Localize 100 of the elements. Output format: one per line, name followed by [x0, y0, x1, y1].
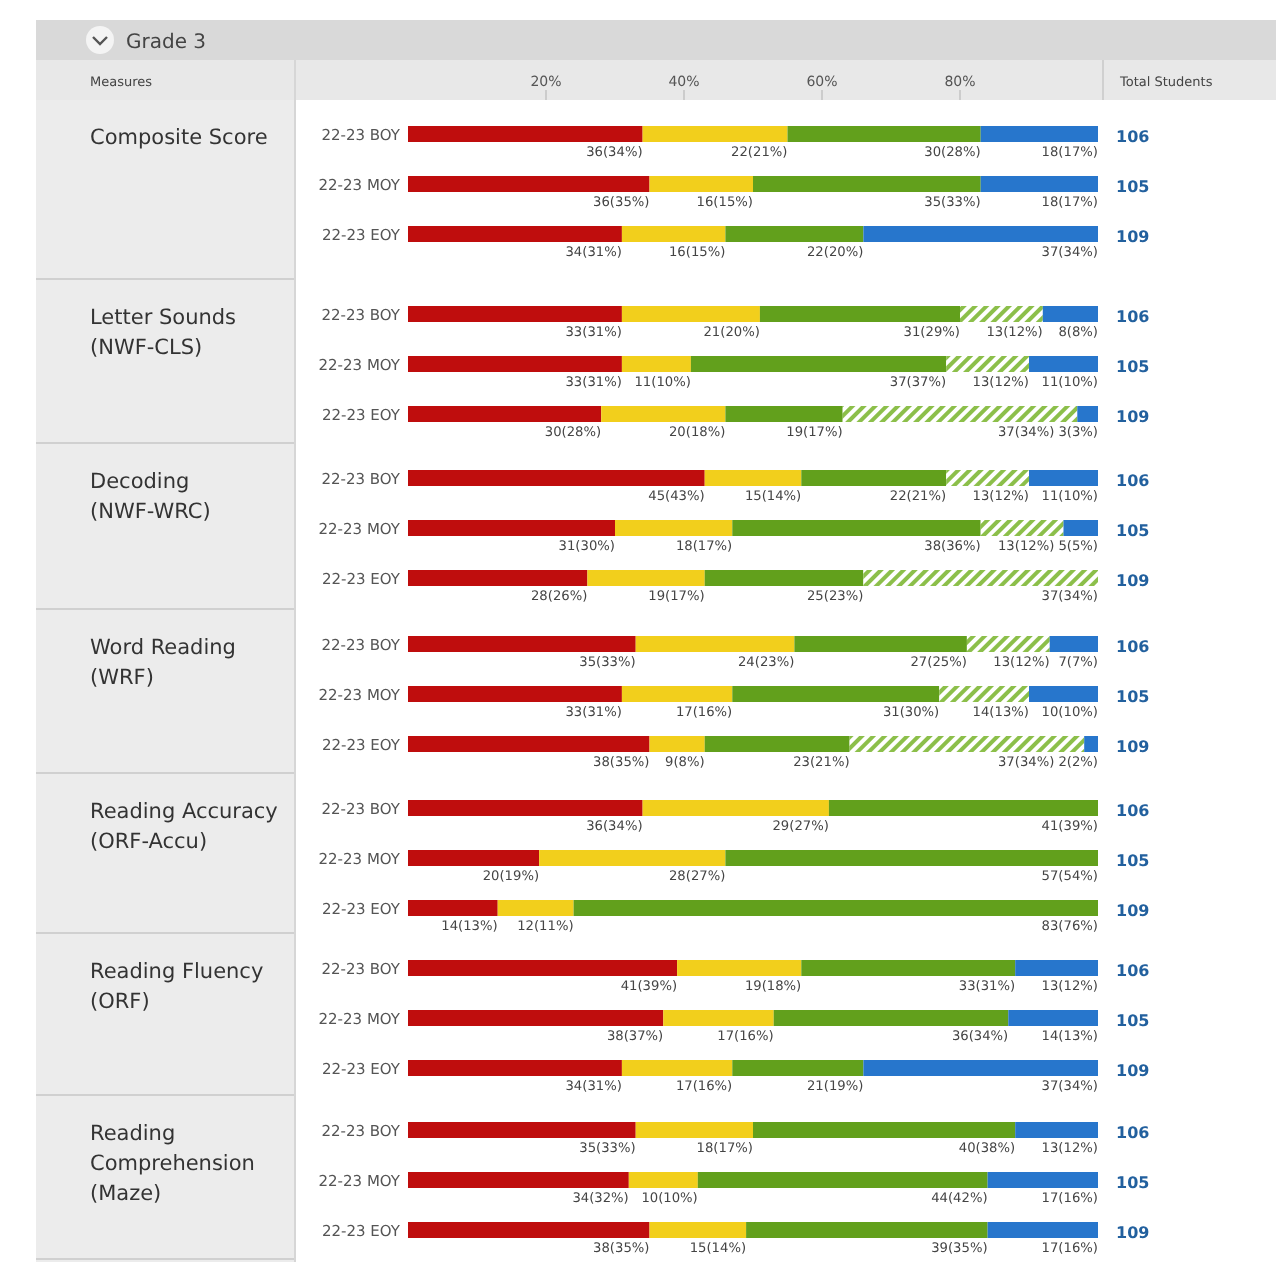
bar — [966, 636, 1050, 652]
bar — [408, 736, 650, 752]
bar — [725, 406, 843, 422]
text: Composite Score — [90, 126, 268, 150]
bar — [649, 176, 753, 192]
bar — [732, 686, 940, 702]
bar — [408, 406, 602, 422]
bar — [946, 356, 1029, 372]
bar — [587, 570, 705, 586]
text: 109 — [1116, 572, 1151, 590]
text: 105 — [1116, 852, 1151, 870]
bar — [794, 636, 967, 652]
bar — [573, 900, 1098, 916]
bar — [649, 1222, 747, 1238]
bar — [408, 960, 678, 976]
bar — [704, 570, 864, 586]
bar — [408, 520, 615, 536]
bar — [642, 126, 788, 142]
bar — [828, 800, 1098, 816]
text: 106 — [1116, 802, 1151, 820]
text: 106 — [1116, 962, 1151, 980]
text: 109 — [1116, 738, 1151, 756]
bar — [725, 226, 864, 242]
bar — [408, 306, 622, 322]
bar — [408, 686, 622, 702]
bar — [408, 570, 588, 586]
bar — [704, 470, 802, 486]
text: 106 — [1116, 472, 1151, 490]
bar — [863, 1060, 1098, 1076]
bar — [1029, 686, 1098, 702]
text: Grade 3 — [126, 32, 207, 54]
bar — [408, 226, 622, 242]
bar — [704, 736, 850, 752]
bar — [980, 176, 1098, 192]
bar — [408, 470, 705, 486]
text: Reading Comprehension (Maze) — [90, 1122, 255, 1206]
bar — [960, 306, 1043, 322]
bar — [849, 736, 1085, 752]
bar — [787, 126, 981, 142]
bar — [408, 900, 498, 916]
text: 105 — [1116, 522, 1151, 540]
bar — [408, 1222, 650, 1238]
bar — [497, 900, 574, 916]
bar — [725, 850, 1098, 866]
bar — [1008, 1010, 1098, 1026]
bar — [642, 800, 829, 816]
bar — [801, 470, 947, 486]
bar — [408, 1122, 636, 1138]
bar — [980, 126, 1098, 142]
bar — [621, 1060, 733, 1076]
text: 109 — [1116, 228, 1151, 246]
bar — [408, 176, 650, 192]
bar — [1029, 470, 1098, 486]
bar — [677, 960, 802, 976]
bar — [759, 306, 960, 322]
bar — [628, 1172, 698, 1188]
bar — [987, 1172, 1098, 1188]
bar — [1049, 636, 1098, 652]
bar — [1015, 960, 1098, 976]
bar — [635, 636, 795, 652]
bar — [408, 1172, 629, 1188]
text: 105 — [1116, 688, 1151, 706]
text: 109 — [1116, 902, 1151, 920]
text: Reading Fluency (ORF) — [90, 960, 264, 1014]
bar — [621, 356, 691, 372]
bar — [746, 1222, 988, 1238]
bar — [697, 1172, 988, 1188]
bar — [842, 406, 1078, 422]
bar — [408, 636, 636, 652]
bar — [863, 226, 1098, 242]
bar — [939, 686, 1029, 702]
bar — [601, 406, 726, 422]
bar — [1042, 306, 1098, 322]
bar — [649, 736, 705, 752]
text: 105 — [1116, 1012, 1151, 1030]
text: 109 — [1116, 1062, 1151, 1080]
bar — [408, 126, 643, 142]
bar — [408, 356, 622, 372]
bar — [863, 570, 1098, 586]
text: 105 — [1116, 1174, 1151, 1192]
bar — [621, 306, 760, 322]
bar — [690, 356, 947, 372]
text: 106 — [1116, 1124, 1151, 1142]
bar — [753, 1122, 1016, 1138]
bar — [987, 1222, 1098, 1238]
bar — [408, 1060, 622, 1076]
text: Reading Accuracy (ORF-Accu) — [90, 800, 278, 854]
text: 109 — [1116, 408, 1151, 426]
text: Decoding (NWF-WRC) — [90, 470, 211, 524]
bar — [621, 226, 726, 242]
bar — [732, 520, 981, 536]
bar — [1029, 356, 1098, 372]
bar — [1015, 1122, 1098, 1138]
bar — [635, 1122, 753, 1138]
bar — [408, 800, 643, 816]
bar — [980, 520, 1064, 536]
bar — [753, 176, 981, 192]
bar — [946, 470, 1029, 486]
text: Letter Sounds (NWF-CLS) — [90, 306, 237, 360]
bar — [621, 686, 733, 702]
